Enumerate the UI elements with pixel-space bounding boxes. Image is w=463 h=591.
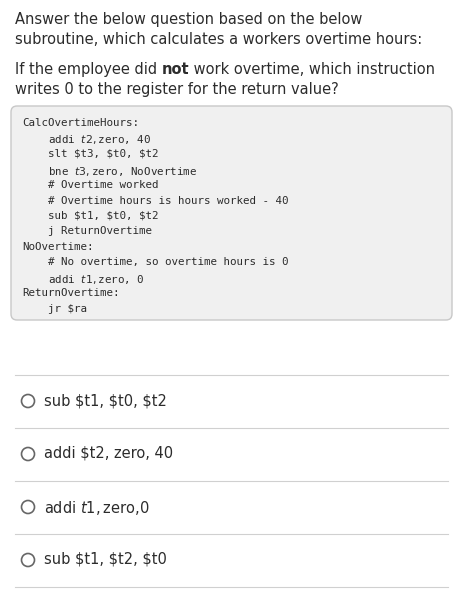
Text: addi $t2, zero, 40: addi $t2, zero, 40 <box>44 446 173 461</box>
Text: # No overtime, so overtime hours is 0: # No overtime, so overtime hours is 0 <box>22 258 288 268</box>
Text: not: not <box>162 62 189 77</box>
Text: work overtime, which instruction: work overtime, which instruction <box>189 62 435 77</box>
Text: CalcOvertimeHours:: CalcOvertimeHours: <box>22 118 139 128</box>
Text: Answer the below question based on the below: Answer the below question based on the b… <box>15 12 363 27</box>
Text: jr $ra: jr $ra <box>22 304 87 314</box>
Text: addi $t1, $zero, 0: addi $t1, $zero, 0 <box>22 273 145 286</box>
Text: If the employee did: If the employee did <box>15 62 162 77</box>
Text: sub $t1, $t0, $t2: sub $t1, $t0, $t2 <box>22 211 158 221</box>
Text: ReturnOvertime:: ReturnOvertime: <box>22 288 119 298</box>
Circle shape <box>21 501 35 514</box>
Text: addi $t1, $zero,0: addi $t1, $zero,0 <box>44 499 149 517</box>
Text: j ReturnOvertime: j ReturnOvertime <box>22 226 152 236</box>
Text: slt $t3, $t0, $t2: slt $t3, $t0, $t2 <box>22 149 158 159</box>
FancyBboxPatch shape <box>11 106 452 320</box>
Circle shape <box>21 554 35 567</box>
Text: # Overtime hours is hours worked - 40: # Overtime hours is hours worked - 40 <box>22 196 288 206</box>
Text: sub $t1, $t0, $t2: sub $t1, $t0, $t2 <box>44 393 166 408</box>
Circle shape <box>21 447 35 460</box>
Text: # Overtime worked: # Overtime worked <box>22 180 158 190</box>
Text: writes 0 to the register for the return value?: writes 0 to the register for the return … <box>15 82 339 97</box>
Text: subroutine, which calculates a workers overtime hours:: subroutine, which calculates a workers o… <box>15 32 422 47</box>
Text: NoOvertime:: NoOvertime: <box>22 242 94 252</box>
Circle shape <box>21 395 35 408</box>
Text: bne $t3, $zero, NoOvertime: bne $t3, $zero, NoOvertime <box>22 164 197 177</box>
Text: addi $t2, $zero, 40: addi $t2, $zero, 40 <box>22 134 151 147</box>
Text: sub $t1, $t2, $t0: sub $t1, $t2, $t0 <box>44 552 166 567</box>
